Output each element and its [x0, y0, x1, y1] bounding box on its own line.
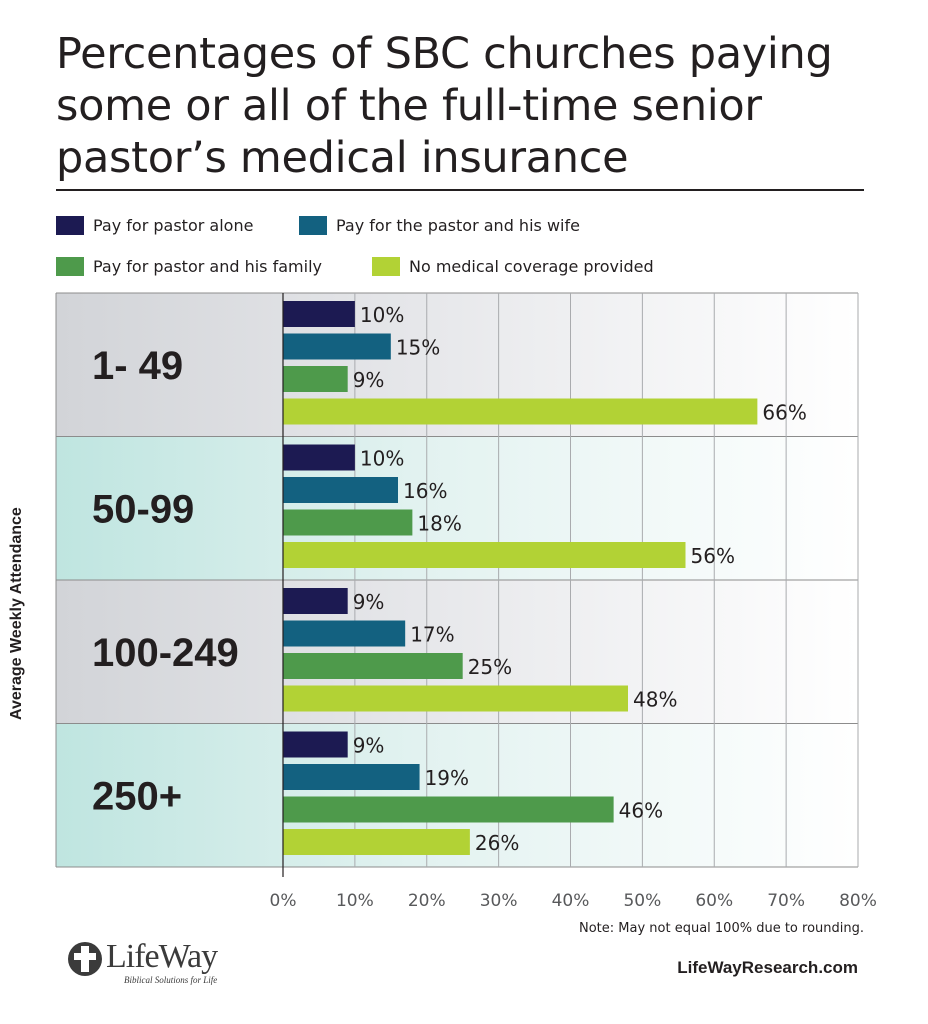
bar-value-label: 9%	[353, 734, 385, 758]
bar-2-2	[283, 477, 398, 503]
legend-item-no-coverage: No medical coverage provided	[372, 257, 654, 276]
bar-value-label: 18%	[417, 512, 461, 536]
bar-2-3	[283, 620, 406, 647]
title-underline	[56, 189, 864, 191]
legend-swatch-pastor-and-family	[56, 257, 84, 276]
bar-value-label: 10%	[360, 303, 404, 327]
bar-value-label: 10%	[360, 447, 404, 471]
bar-chart: 1- 49 50-99 100-249 250+ 10% 10% 9% 9% 15% 16% 17…	[55, 292, 877, 910]
category-label: 50-99	[92, 487, 194, 531]
legend-swatch-pastor-and-wife	[299, 216, 327, 235]
bar-1-4	[283, 731, 348, 758]
category-label: 250+	[92, 774, 182, 818]
x-tick-label: 70%	[767, 891, 805, 910]
bar-value-label: 66%	[762, 401, 806, 425]
bar-3-2	[283, 509, 413, 536]
bar-4-2	[283, 542, 686, 568]
x-tick-label: 50%	[623, 891, 661, 910]
bar-4-1	[283, 398, 758, 425]
x-tick-label: 60%	[695, 891, 733, 910]
y-axis-label: Average Weekly Attendance	[8, 507, 25, 720]
legend-item-pastor-alone: Pay for pastor alone	[56, 216, 253, 235]
bar-value-label: 9%	[353, 590, 385, 614]
bar-4-4	[283, 829, 470, 855]
lifeway-cross-icon	[68, 942, 102, 976]
bar-value-label: 16%	[403, 479, 447, 503]
bar-value-label: 56%	[691, 544, 735, 568]
lifeway-logo: LifeWay Biblical Solutions for Life	[66, 938, 218, 985]
bar-value-label: 9%	[353, 368, 385, 392]
bar-value-label: 17%	[410, 623, 454, 647]
rounding-note: Note: May not equal 100% due to rounding…	[579, 921, 864, 936]
logo-tagline: Biblical Solutions for Life	[124, 975, 218, 985]
bar-3-3	[283, 653, 463, 679]
x-tick-label: 30%	[480, 891, 518, 910]
x-tick-label: 40%	[552, 891, 590, 910]
legend-item-pastor-and-family: Pay for pastor and his family	[56, 257, 322, 276]
bar-1-1	[283, 301, 355, 327]
x-tick-label: 0%	[270, 891, 297, 910]
logo-name: LifeWay	[106, 938, 218, 975]
bar-value-label: 48%	[633, 688, 677, 712]
x-tick-label: 80%	[839, 891, 877, 910]
x-tick-label: 10%	[336, 891, 374, 910]
bar-value-label: 15%	[396, 336, 440, 360]
bar-2-4	[283, 764, 420, 790]
legend-label: Pay for the pastor and his wife	[336, 216, 580, 235]
website-link[interactable]: LifeWayResearch.com	[677, 958, 858, 977]
category-label: 100-249	[92, 631, 239, 675]
bar-2-1	[283, 333, 391, 360]
x-tick-label: 20%	[408, 891, 446, 910]
legend-label: Pay for pastor and his family	[93, 257, 322, 276]
bar-value-label: 26%	[475, 831, 519, 855]
bar-3-1	[283, 366, 348, 392]
legend-label: No medical coverage provided	[409, 257, 654, 276]
category-label: 1- 49	[92, 344, 183, 388]
bar-4-3	[283, 685, 628, 712]
legend-swatch-no-coverage	[372, 257, 400, 276]
legend-swatch-pastor-alone	[56, 216, 84, 235]
bar-1-2	[283, 444, 355, 471]
legend-label: Pay for pastor alone	[93, 216, 254, 235]
bar-value-label: 25%	[468, 655, 512, 679]
chart-title: Percentages of SBC churches paying some …	[56, 29, 833, 183]
bar-value-label: 46%	[619, 799, 663, 823]
bar-3-4	[283, 796, 614, 823]
legend-item-pastor-and-wife: Pay for the pastor and his wife	[299, 216, 580, 235]
bar-value-label: 19%	[425, 766, 469, 790]
bar-1-3	[283, 588, 348, 614]
